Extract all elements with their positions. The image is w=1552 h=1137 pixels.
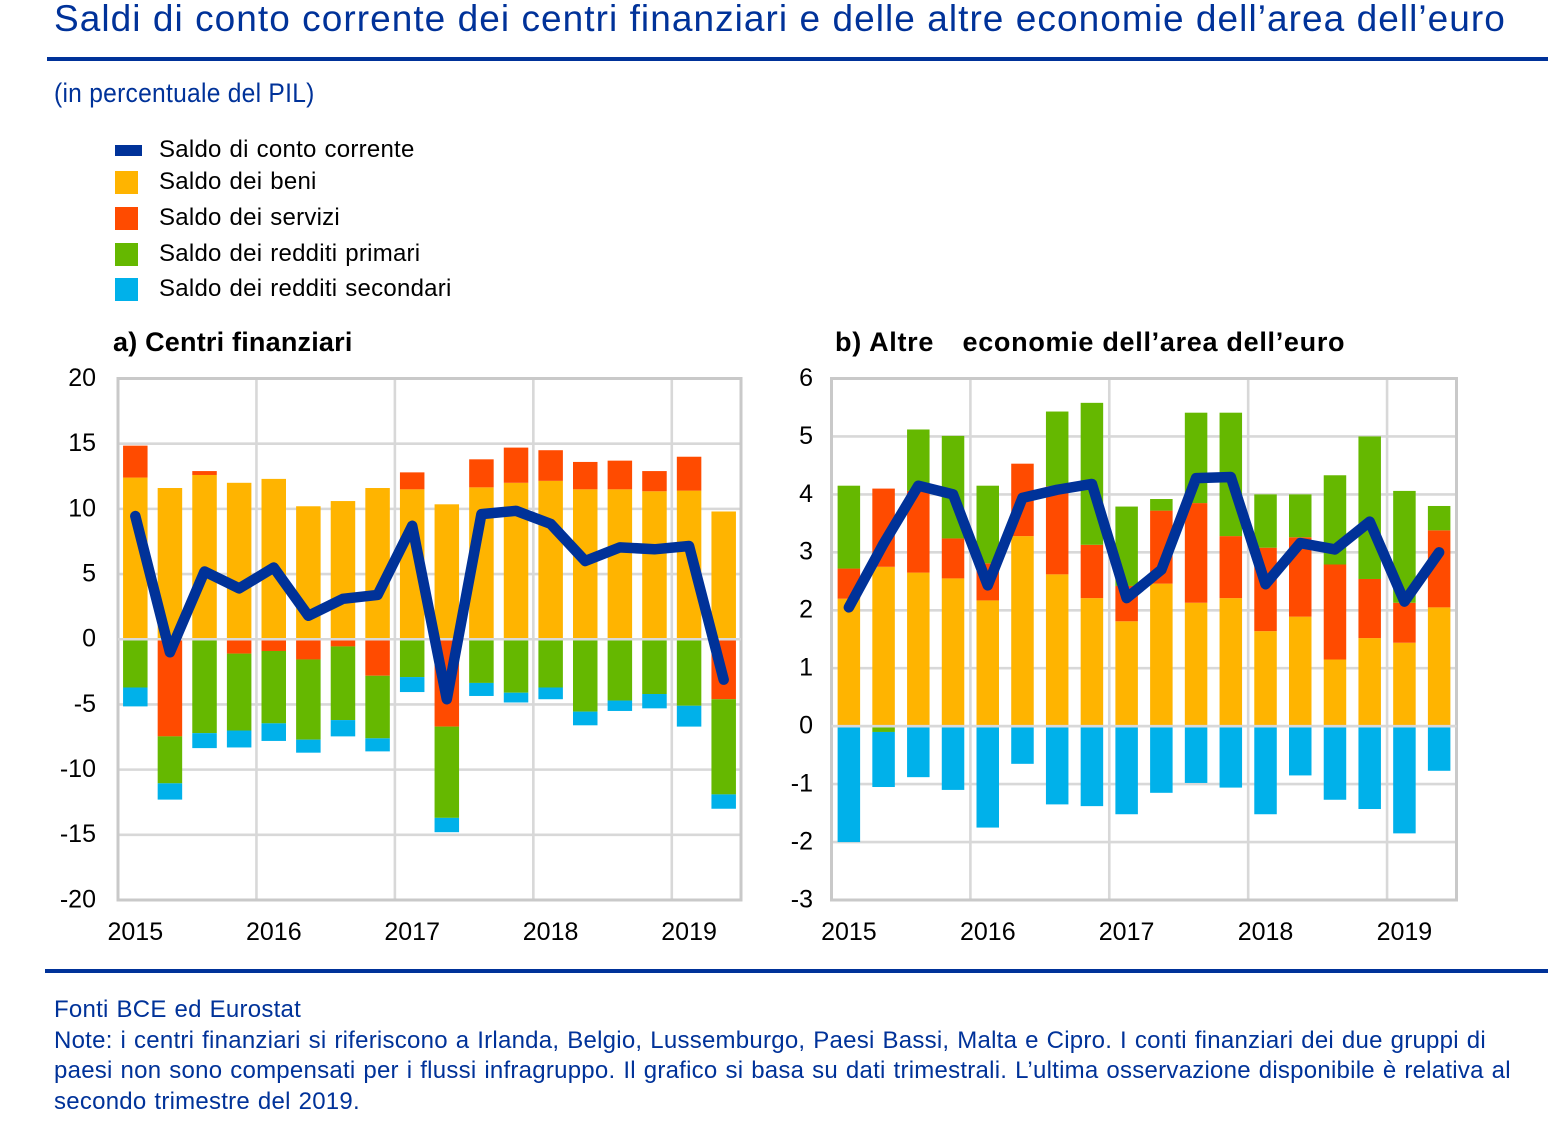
svg-text:-15: -15 <box>60 820 96 848</box>
svg-text:-5: -5 <box>74 690 96 718</box>
svg-text:0: 0 <box>799 712 813 740</box>
svg-text:4: 4 <box>799 480 813 508</box>
svg-text:2018: 2018 <box>1238 918 1294 946</box>
svg-text:2017: 2017 <box>1099 918 1155 946</box>
svg-text:2019: 2019 <box>661 918 717 946</box>
svg-text:2019: 2019 <box>1377 918 1433 946</box>
svg-text:6: 6 <box>799 364 813 392</box>
svg-text:2015: 2015 <box>821 918 877 946</box>
svg-text:5: 5 <box>82 560 96 588</box>
svg-text:-20: -20 <box>60 885 96 913</box>
svg-text:15: 15 <box>68 429 96 457</box>
svg-text:-2: -2 <box>791 828 813 856</box>
svg-text:-3: -3 <box>791 885 813 913</box>
svg-text:-10: -10 <box>60 755 96 783</box>
svg-text:3: 3 <box>799 538 813 566</box>
svg-text:2015: 2015 <box>107 918 163 946</box>
svg-text:10: 10 <box>68 494 96 522</box>
svg-text:1: 1 <box>799 654 813 682</box>
svg-text:2: 2 <box>799 596 813 624</box>
svg-text:20: 20 <box>68 364 96 392</box>
svg-text:0: 0 <box>82 625 96 653</box>
svg-text:2017: 2017 <box>384 918 440 946</box>
svg-text:2016: 2016 <box>960 918 1016 946</box>
svg-text:5: 5 <box>799 422 813 450</box>
svg-text:2016: 2016 <box>246 918 302 946</box>
svg-text:2018: 2018 <box>523 918 579 946</box>
svg-text:-1: -1 <box>791 770 813 798</box>
